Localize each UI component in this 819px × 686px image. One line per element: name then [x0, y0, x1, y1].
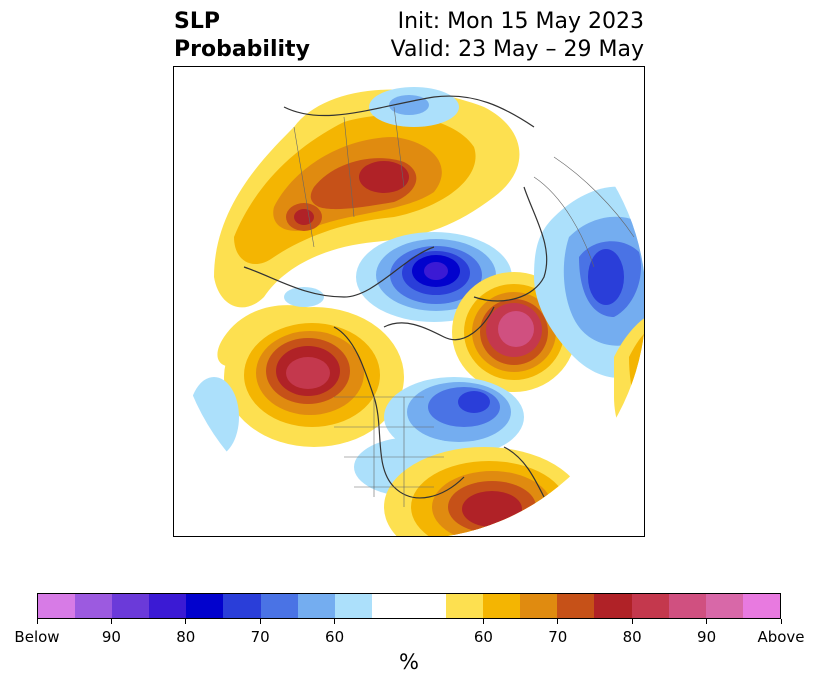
colorbar-tick — [185, 619, 187, 624]
colorbar-tick — [706, 619, 708, 624]
colorbar-segment — [223, 594, 261, 618]
colorbar-tick — [110, 619, 112, 624]
colorbar-segment — [668, 594, 706, 618]
map-title: SLP Probability — [174, 8, 310, 64]
below-region-west-pacific — [189, 377, 239, 457]
colorbar-segment — [112, 594, 150, 618]
colorbar-segment — [334, 594, 372, 618]
colorbar-tick-label: Above — [757, 628, 805, 646]
colorbar-segment — [483, 594, 521, 618]
colorbar-unit: % — [399, 650, 419, 674]
map-canvas — [174, 67, 644, 536]
colorbar-tick — [334, 619, 336, 624]
below-region-right — [534, 186, 644, 378]
init-date: Init: Mon 15 May 2023 — [397, 9, 644, 34]
colorbar-tick — [780, 619, 782, 624]
colorbar-segment — [557, 594, 595, 618]
valid-range: Valid: 23 May – 29 May — [390, 37, 644, 62]
date-info: Init: Mon 15 May 2023 Valid: 23 May – 29… — [391, 8, 644, 64]
colorbar-segment — [705, 594, 743, 618]
colorbar-segment — [371, 594, 409, 618]
colorbar-tick-label: 80 — [176, 628, 196, 646]
colorbar-segment — [260, 594, 298, 618]
above-region-gulf-of-alaska — [224, 307, 404, 447]
probability-map — [173, 66, 645, 537]
colorbar-segment — [520, 594, 558, 618]
colorbar-tick-label: 80 — [622, 628, 642, 646]
colorbar-tick-label: 70 — [548, 628, 568, 646]
colorbar-tick — [557, 619, 559, 624]
colorbar-segment — [742, 594, 780, 618]
title-line-2: Probability — [174, 37, 310, 62]
colorbar-tick-label: 90 — [697, 628, 717, 646]
colorbar-segment — [297, 594, 335, 618]
below-region-small — [284, 287, 324, 307]
colorbar-segment — [38, 594, 76, 618]
colorbar-segment — [408, 594, 447, 618]
colorbar-tick-label: 90 — [101, 628, 121, 646]
above-region-baffin — [452, 272, 576, 392]
colorbar-segment — [594, 594, 632, 618]
colorbar-tick — [631, 619, 633, 624]
coastlines — [243, 95, 548, 499]
colorbar-segment — [446, 594, 484, 618]
colorbar-segment — [186, 594, 224, 618]
colorbar-tick — [482, 619, 484, 624]
colorbar — [37, 593, 781, 619]
colorbar-segment — [149, 594, 187, 618]
colorbar-tick-label: 70 — [250, 628, 270, 646]
title-line-1: SLP — [174, 9, 220, 34]
above-region-eurasia — [214, 89, 520, 308]
colorbar-tick-label: 60 — [473, 628, 493, 646]
borders — [293, 106, 635, 507]
colorbar-tick — [259, 619, 261, 624]
colorbar-tick-label: 60 — [325, 628, 345, 646]
colorbar-segment — [75, 594, 113, 618]
colorbar-segment — [631, 594, 669, 618]
colorbar-tick-label: Below — [14, 628, 60, 646]
colorbar-tick — [36, 619, 38, 624]
